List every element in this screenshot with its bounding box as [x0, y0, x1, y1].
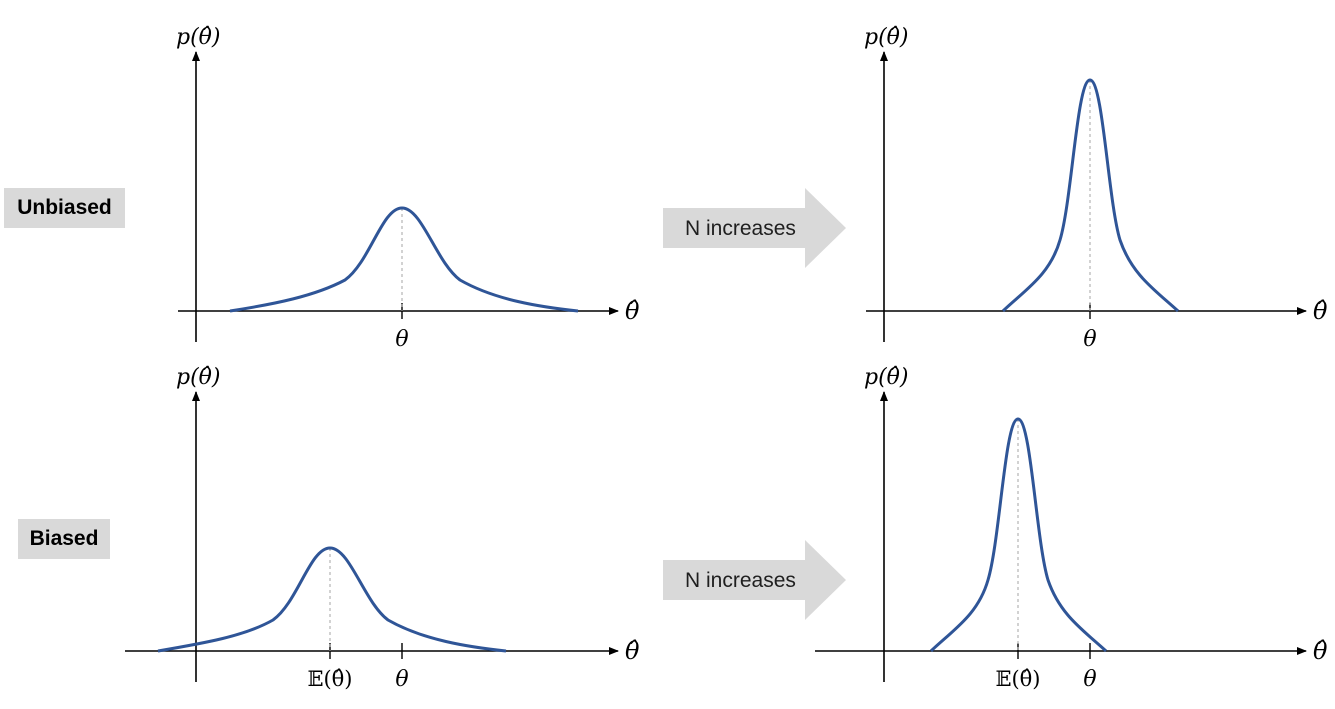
- panel-biased-small-n: p(θ̂) θ̂ 𝔼(θ̂) θ: [125, 365, 640, 692]
- n-increases-label: N increases: [685, 217, 796, 240]
- row-label-biased: Biased: [18, 519, 110, 559]
- x-axis-label: θ̂: [1313, 637, 1328, 665]
- panel-unbiased-small-n: p(θ̂) θ̂ θ: [176, 25, 640, 352]
- x-axis-label: θ̂: [625, 637, 640, 665]
- panel-unbiased-large-n: p(θ̂) θ̂ θ: [864, 25, 1328, 352]
- x-axis-label: θ̂: [625, 297, 640, 325]
- distribution-curve: [229, 206, 579, 313]
- expected-value-label: 𝔼(θ̂): [307, 667, 352, 691]
- expected-value-label: 𝔼(θ̂): [995, 667, 1040, 691]
- true-value-label: θ: [1083, 327, 1096, 352]
- true-value-label: θ: [1083, 667, 1096, 692]
- y-axis-label: p(θ̂): [176, 25, 221, 50]
- block-arrow-shape: [663, 540, 846, 620]
- true-value-label: θ: [395, 667, 408, 692]
- panel-biased-large-n: p(θ̂) θ̂ 𝔼(θ̂) θ: [815, 365, 1328, 692]
- n-increases-label: N increases: [685, 569, 796, 592]
- y-axis-label: p(θ̂): [864, 365, 909, 390]
- y-axis-label: p(θ̂): [864, 25, 909, 50]
- distribution-curve: [1001, 78, 1180, 313]
- distribution-curve: [157, 546, 507, 653]
- x-axis-label: θ̂: [1313, 297, 1328, 325]
- n-increases-arrow-bottom: N increases: [663, 540, 846, 620]
- true-value-label: θ: [395, 327, 408, 352]
- row-label-unbiased: Unbiased: [4, 188, 125, 228]
- y-axis-label: p(θ̂): [176, 365, 221, 390]
- distribution-curve: [929, 417, 1108, 653]
- block-arrow-shape: [663, 188, 846, 268]
- n-increases-arrow-top: N increases: [663, 188, 846, 268]
